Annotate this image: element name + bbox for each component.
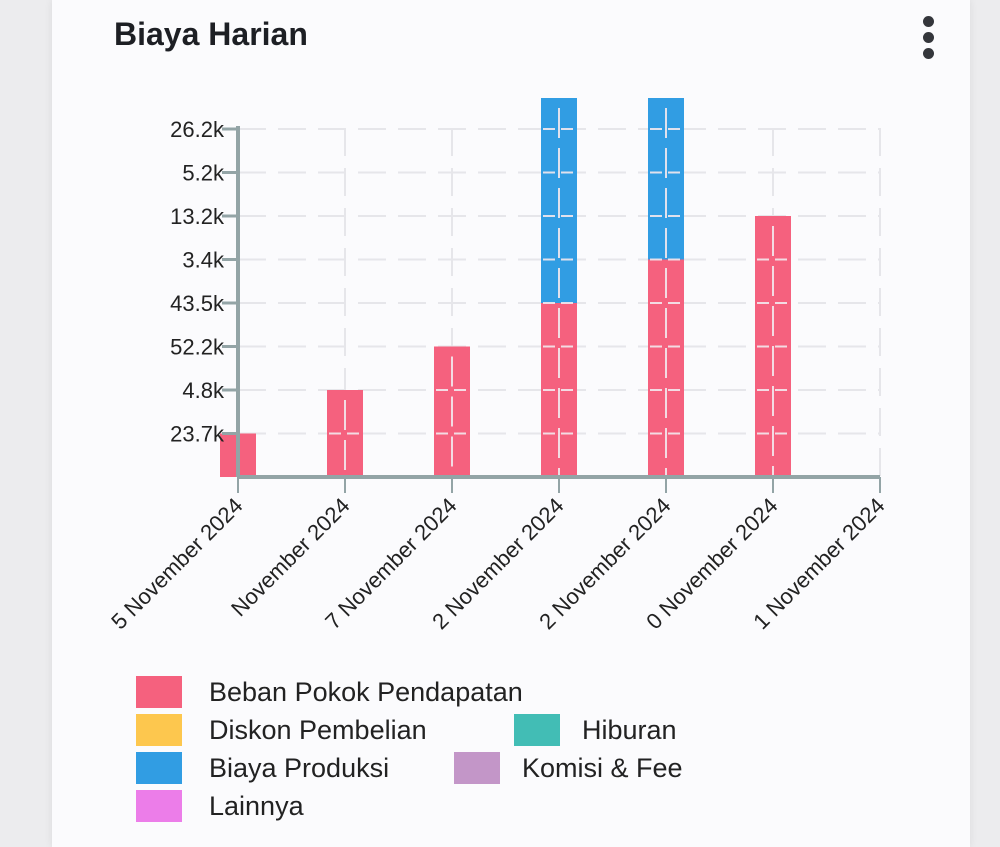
legend-label: Komisi & Fee: [522, 752, 683, 783]
y-tick-label: 23.7k: [170, 422, 225, 447]
legend-swatch: [136, 676, 182, 708]
legend-swatch: [136, 752, 182, 784]
y-tick-label: 52.2k: [170, 335, 225, 360]
bar-gridlines: [237, 108, 789, 477]
legend-item-diskon[interactable]: Diskon Pembelian: [136, 710, 427, 750]
y-tick-label: 4.8k: [182, 378, 225, 403]
y-tick-label: 43.5k: [170, 291, 225, 316]
legend-swatch: [136, 714, 182, 746]
legend-swatch: [136, 790, 182, 822]
legend-label: Biaya Produksi: [209, 752, 390, 783]
y-axis-labels: 26.2k 5.2k 13.2k 3.4k 43.5k 52.2k 4.8k 23.7k: [170, 117, 225, 447]
x-tick-label: 5 November 2024: [106, 493, 247, 634]
legend-item-komisi[interactable]: Komisi & Fee: [454, 748, 683, 788]
chart-card: Biaya Harian: [52, 0, 970, 847]
y-tick-label: 26.2k: [170, 117, 225, 142]
legend-item-lainnya[interactable]: Lainnya: [136, 786, 304, 826]
legend-label: Diskon Pembelian: [209, 714, 427, 745]
axes: [222, 126, 881, 493]
y-tick-label: 13.2k: [170, 204, 225, 229]
legend-swatch: [514, 714, 560, 746]
legend-item-produksi[interactable]: Biaya Produksi: [136, 748, 389, 788]
legend-label: Lainnya: [209, 790, 304, 821]
more-vertical-icon[interactable]: [918, 16, 938, 64]
legend-item-hiburan[interactable]: Hiburan: [514, 710, 677, 750]
y-tick-label: 3.4k: [182, 248, 225, 273]
legend-label: Hiburan: [582, 714, 677, 745]
card-title: Biaya Harian: [114, 16, 308, 52]
bars: [220, 98, 791, 477]
y-tick-label: 5.2k: [182, 161, 225, 186]
legend-label: Beban Pokok Pendapatan: [209, 676, 523, 707]
legend-item-beban[interactable]: Beban Pokok Pendapatan: [136, 672, 523, 712]
legend-swatch: [454, 752, 500, 784]
